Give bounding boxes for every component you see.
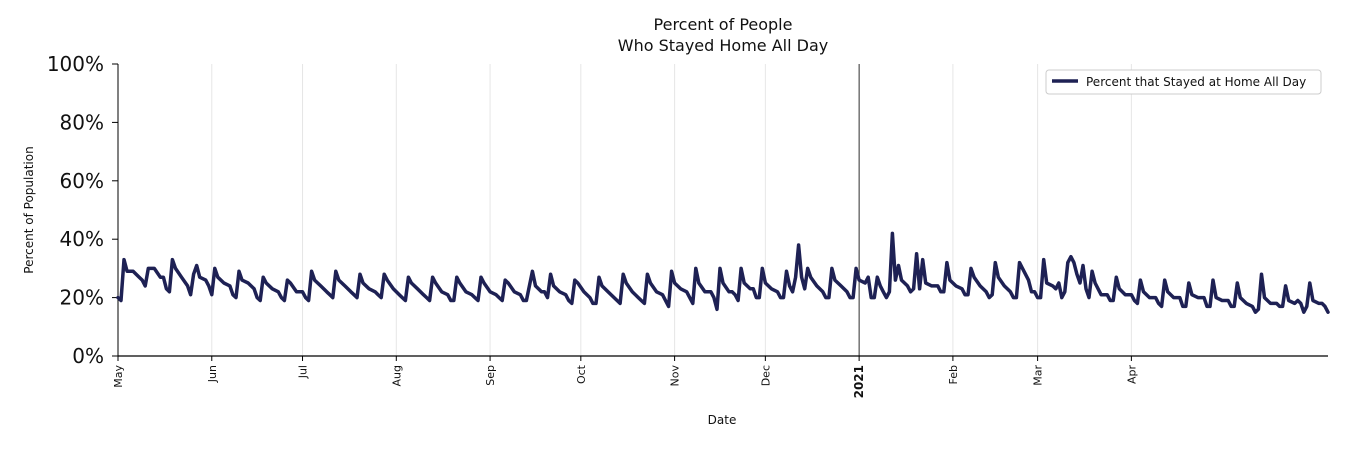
chart-title-line-2: Who Stayed Home All Day: [618, 36, 828, 55]
y-tick-label: 40%: [60, 227, 104, 251]
y-tick-label: 20%: [60, 286, 104, 310]
series-line-stayed-home: [116, 231, 1330, 314]
chart-title-line-1: Percent of People: [654, 15, 793, 34]
x-tick-label: Oct: [575, 364, 588, 384]
y-tick-label: 60%: [60, 169, 104, 193]
y-tick-label: 0%: [72, 344, 104, 368]
x-tick-label: Sep: [484, 365, 497, 386]
x-tick-label: Dec: [759, 365, 772, 386]
x-axis-label: Date: [708, 413, 737, 427]
legend-box: [1045, 69, 1322, 95]
y-tick-label: 80%: [60, 110, 104, 134]
x-tick-label: Aug: [390, 365, 403, 386]
x-tick-label: Mar: [1032, 365, 1045, 386]
x-tick-label: Jun: [206, 365, 219, 383]
series-layer: [116, 231, 1330, 314]
x-tick-label: May: [112, 365, 125, 388]
legend-label: Percent that Stayed at Home All Day: [1086, 75, 1306, 89]
x-tick-label: Apr: [1125, 365, 1138, 385]
y-tick-label: 100%: [47, 52, 104, 76]
x-tick-label: Nov: [669, 365, 682, 387]
axes: 0% 20% 40% 60% 80% 100% May Jun Jul Aug Sep Oct Nov D…: [47, 52, 1328, 398]
y-axis-label: Percent of Population: [22, 146, 36, 273]
grid-lines: [211, 64, 1132, 356]
x-tick-label: Jul: [297, 365, 310, 379]
x-tick-label: 2021: [852, 365, 866, 398]
x-tick-label: Feb: [947, 365, 960, 384]
legend: Percent that Stayed at Home All Day: [1045, 69, 1322, 95]
